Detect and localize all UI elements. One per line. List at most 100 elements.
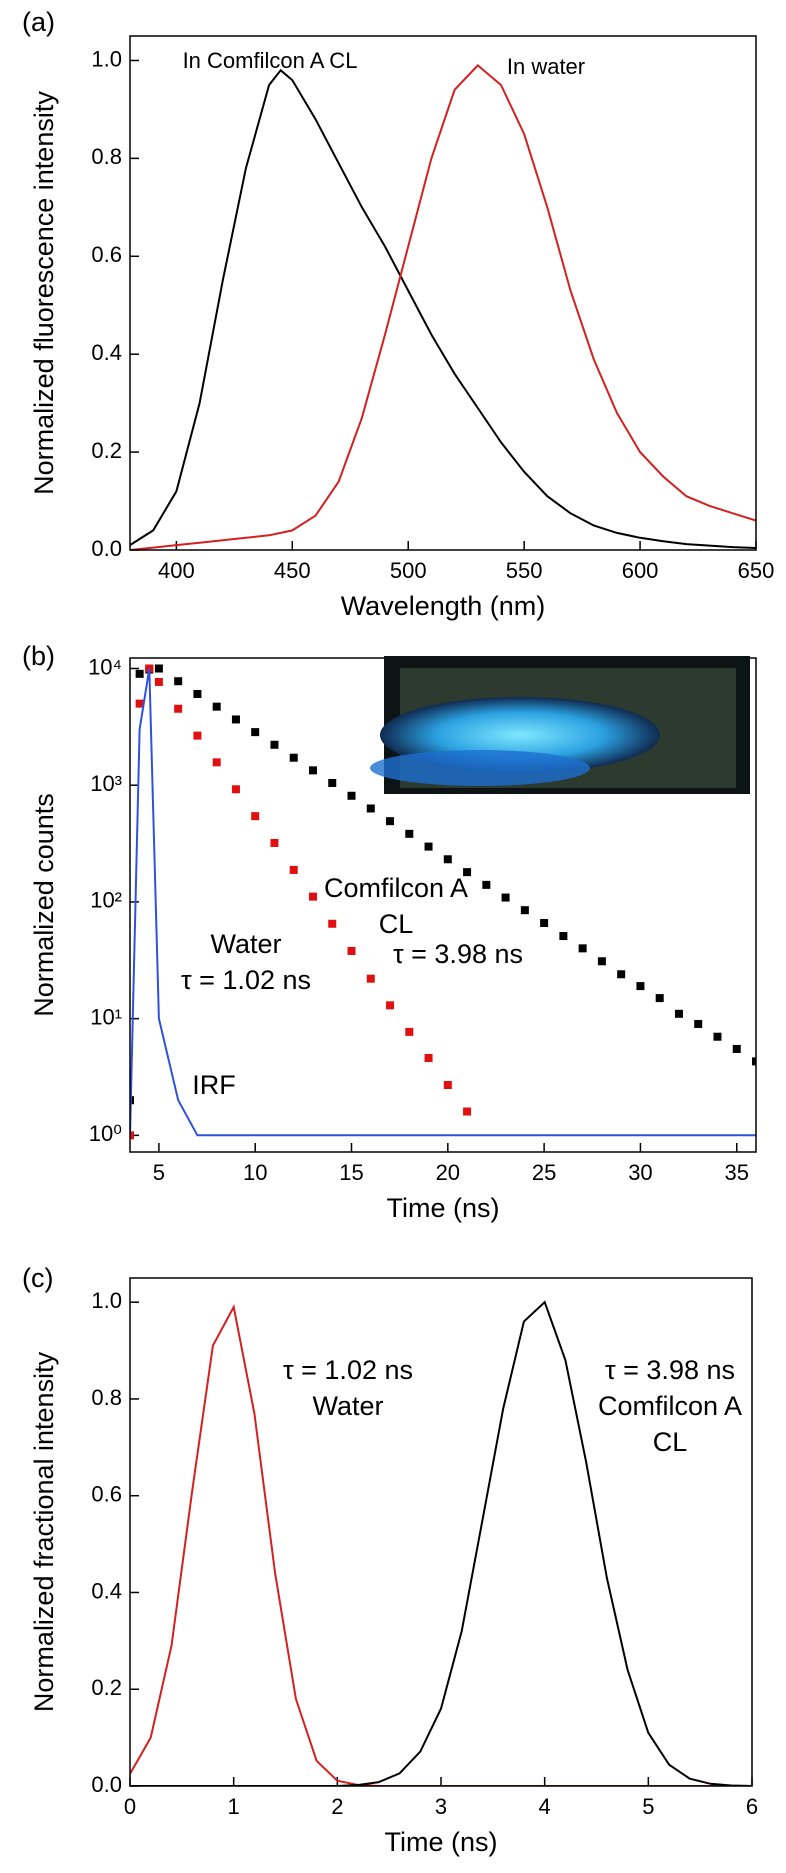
- data-point: [732, 1044, 741, 1053]
- data-point: [694, 1019, 703, 1028]
- x-tick-label: 2: [331, 1794, 343, 1819]
- data-point: [193, 689, 202, 698]
- data-point: [366, 804, 375, 813]
- data-point: [405, 829, 414, 838]
- y-tick-label: 1.0: [91, 1288, 122, 1313]
- x-tick-label: 4: [539, 1794, 551, 1819]
- data-point: [135, 669, 144, 678]
- y-tick-label: 0.2: [91, 438, 122, 463]
- data-point: [308, 892, 317, 901]
- x-tick-label: 1: [228, 1794, 240, 1819]
- x-axis-label: Time (ns): [385, 1827, 498, 1857]
- x-tick-label: 20: [436, 1160, 460, 1185]
- y-tick-label: 0.0: [91, 536, 122, 561]
- y-axis-label: Normalized fractional intensity: [29, 1351, 59, 1712]
- data-point: [424, 1053, 433, 1062]
- data-point: [424, 842, 433, 851]
- data-point: [540, 918, 549, 927]
- y-tick-label: 0.8: [91, 144, 122, 169]
- panel-label: (a): [22, 7, 55, 37]
- series-line: [130, 64, 756, 550]
- data-point: [270, 740, 279, 749]
- data-point: [289, 753, 298, 762]
- data-point: [154, 677, 163, 686]
- annotation: Comfilcon A: [598, 1391, 742, 1421]
- data-point: [597, 957, 606, 966]
- annotation: Water: [210, 929, 281, 959]
- series-label: In water: [507, 54, 585, 79]
- y-tick-label: 0.8: [91, 1385, 122, 1410]
- x-tick-label: 5: [642, 1794, 654, 1819]
- data-point: [212, 702, 221, 711]
- x-tick-label: 25: [532, 1160, 556, 1185]
- plot-area: [130, 64, 756, 550]
- data-point: [520, 906, 529, 915]
- annotation: τ = 1.02 ns: [181, 965, 311, 995]
- data-point: [231, 715, 240, 724]
- data-point: [636, 982, 645, 991]
- x-axis-label: Wavelength (nm): [341, 591, 546, 621]
- data-point: [752, 1057, 756, 1066]
- y-tick-label: 0.4: [91, 1578, 122, 1603]
- data-point: [251, 728, 260, 737]
- y-tick-label: 0.2: [91, 1675, 122, 1700]
- x-tick-label: 650: [738, 558, 775, 583]
- x-tick-label: 5: [153, 1160, 165, 1185]
- y-tick-label: 0.6: [91, 242, 122, 267]
- panel-label: (b): [22, 641, 55, 671]
- data-point: [328, 778, 337, 787]
- axes-frame: [129, 1277, 753, 1787]
- data-point: [386, 1001, 395, 1010]
- y-tick-label: 10⁴: [88, 654, 122, 679]
- y-tick-label: 0.6: [91, 1482, 122, 1507]
- data-point: [463, 868, 472, 877]
- plot-area: [130, 1300, 752, 1786]
- data-point: [655, 994, 664, 1003]
- annotation: CL: [653, 1427, 688, 1457]
- y-axis-label: Normalized fluorescence intensity: [29, 91, 59, 495]
- data-point: [193, 731, 202, 740]
- y-tick-label: 10³: [90, 771, 122, 796]
- data-point: [463, 1107, 472, 1116]
- plot-area: [130, 664, 756, 1140]
- data-point: [270, 838, 279, 847]
- x-tick-label: 6: [746, 1794, 758, 1819]
- x-tick-label: 0: [124, 1794, 136, 1819]
- y-tick-label: 0.4: [91, 340, 122, 365]
- data-point: [713, 1032, 722, 1041]
- series-line: [130, 668, 756, 1137]
- series-line: [130, 1300, 752, 1786]
- data-point: [174, 677, 183, 686]
- x-tick-label: 10: [243, 1160, 267, 1185]
- data-point: [443, 1081, 452, 1090]
- annotation: Comfilcon A: [324, 873, 468, 903]
- x-tick-label: 500: [390, 558, 427, 583]
- x-tick-label: 550: [506, 558, 543, 583]
- data-point: [386, 817, 395, 826]
- y-tick-label: 10²: [90, 888, 122, 913]
- data-point: [289, 865, 298, 874]
- series-line: [130, 1304, 752, 1786]
- annotation: τ = 3.98 ns: [605, 1355, 735, 1385]
- x-tick-label: 30: [628, 1160, 652, 1185]
- x-axis-label: Time (ns): [387, 1193, 500, 1223]
- y-tick-label: 10¹: [90, 1004, 122, 1029]
- x-tick-label: 3: [435, 1794, 447, 1819]
- data-point: [578, 944, 587, 953]
- data-point: [559, 932, 568, 941]
- data-point: [443, 855, 452, 864]
- data-point: [366, 974, 375, 983]
- data-point: [501, 893, 510, 902]
- y-tick-label: 0.0: [91, 1772, 122, 1797]
- data-point: [674, 1009, 683, 1018]
- data-point: [135, 699, 144, 708]
- data-point: [347, 791, 356, 800]
- data-point: [328, 919, 337, 928]
- y-tick-label: 10⁰: [89, 1121, 122, 1146]
- x-tick-label: 400: [158, 558, 195, 583]
- x-tick-label: 450: [274, 558, 311, 583]
- data-point: [482, 880, 491, 889]
- inset-photo: [370, 656, 750, 794]
- data-point: [405, 1027, 414, 1036]
